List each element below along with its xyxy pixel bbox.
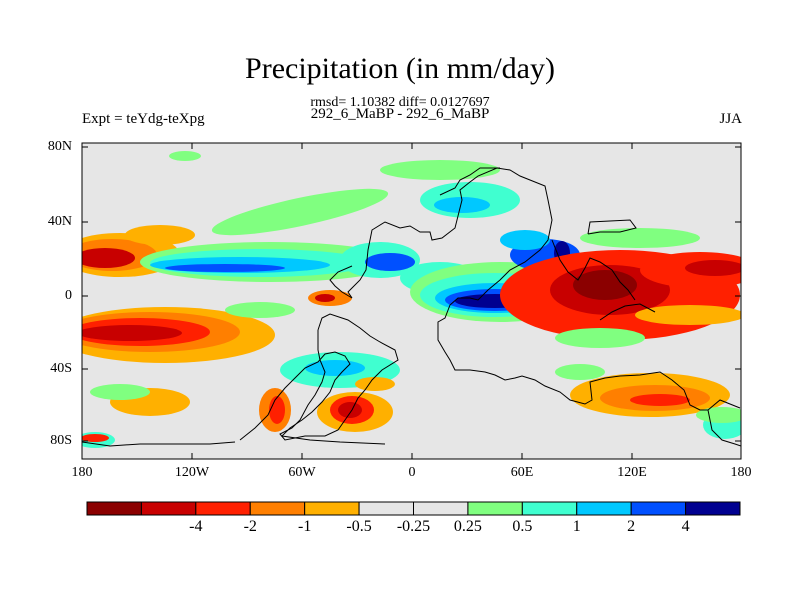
- colorbar-swatch: [249, 501, 306, 516]
- x-tick-label: 120W: [174, 465, 210, 480]
- season-label: JJA: [719, 111, 742, 127]
- coastline-antarctic-arc: [82, 441, 236, 447]
- contour-sa-dry-2-core: [338, 402, 362, 418]
- colorbar-swatch: [140, 501, 197, 516]
- y-tick-label: 80N: [47, 139, 72, 154]
- colorbar-tick-label: -1: [297, 518, 312, 535]
- colorbar-swatch: [195, 501, 251, 516]
- precipitation-contours: [82, 151, 741, 448]
- colorbar-swatch: [413, 501, 469, 516]
- contour-southern-ocean-red: [82, 434, 109, 442]
- contour-nw-pacific-wet: [580, 228, 700, 248]
- contour-atlantic-dry-core: [315, 294, 335, 302]
- colorbar-swatch: [467, 501, 523, 516]
- colorbar-tick-label: -2: [243, 518, 257, 535]
- contour-pacific-ne-dry-core: [685, 260, 741, 276]
- colorbar-tick-label: 0.25: [453, 518, 482, 535]
- colorbar-tick-label: 1: [572, 518, 581, 535]
- contour-sa-dry-1-core: [269, 396, 285, 424]
- coastline-maritime: [599, 303, 656, 321]
- contour-east-pacific-wet-core: [365, 253, 415, 271]
- contour-south-atlantic-wet-core: [305, 360, 365, 376]
- colorbar-swatch: [86, 501, 142, 516]
- period-line: 292_6_MaBP - 292_6_MaBP: [310, 106, 490, 122]
- stats-line: rmsd= 1.10382 diff= 0.0127697: [310, 95, 490, 110]
- continent-outlines: [82, 167, 741, 447]
- coastline-india: [551, 239, 636, 301]
- y-tick-label: 40S: [50, 361, 72, 376]
- contour-india-wet-cyan: [500, 230, 550, 250]
- coastline-central-america: [329, 265, 353, 299]
- y-tick-label: 40N: [47, 214, 72, 229]
- contour-pacific-trop-orange: [635, 305, 741, 325]
- colorbar-tick-label: -4: [189, 518, 203, 535]
- colorbar-tick-label: -0.25: [396, 518, 431, 535]
- x-tick-label: 180: [730, 465, 752, 480]
- colorbar-swatch: [576, 501, 632, 516]
- colorbar-tick-label: -0.5: [346, 518, 372, 535]
- contour-mid-lat-wet-band-2: [380, 160, 500, 180]
- x-tick-label: 0: [408, 465, 416, 480]
- coastline-australia-east: [707, 409, 741, 447]
- coastline-south-america: [279, 313, 399, 441]
- colorbar-swatch: [304, 501, 360, 516]
- contour-pacific-mid-dry: [125, 225, 195, 245]
- contour-south-indian-dry-core: [630, 394, 690, 406]
- experiment-label: Expt = teYdg-teXpg: [82, 111, 205, 127]
- contour-asia-dry-core: [573, 270, 637, 300]
- contour-se-pacific-wet-green: [696, 407, 741, 423]
- contour-mid-lat-wet-band: [211, 188, 389, 236]
- colorbar-swatch: [630, 501, 687, 516]
- colorbar: [86, 501, 741, 516]
- x-tick-label: 120E: [617, 465, 647, 480]
- y-tick-label: 0: [65, 288, 72, 303]
- colorbar-swatch: [521, 501, 578, 516]
- contour-south-pacific-green: [90, 384, 150, 400]
- contour-south-pacific-dry-core: [82, 325, 182, 341]
- coastline-asia-north: [439, 167, 500, 196]
- x-tick-label: 60W: [288, 465, 316, 480]
- colorbar-tick-label: 2: [627, 518, 636, 535]
- y-tick-label: 80S: [50, 433, 72, 448]
- contour-south-ocean-orange: [355, 377, 395, 391]
- colorbar-swatch: [358, 501, 414, 516]
- coastline-asia-box: [587, 219, 637, 235]
- contour-south-indian-wet: [555, 364, 605, 380]
- contour-south-pacific-wet: [225, 302, 295, 318]
- colorbar-tick-label: 4: [681, 518, 690, 535]
- figure-title: Precipitation (in mm/day): [245, 52, 555, 85]
- contour-pacific-wet-core: [165, 264, 285, 272]
- colorbar-tick-label: 0.5: [512, 518, 533, 535]
- axis-ticks: [82, 143, 741, 459]
- contour-north-atlantic-blue: [434, 197, 490, 213]
- x-tick-label: 180: [71, 465, 93, 480]
- coastline-south-america-inner: [239, 351, 386, 445]
- contour-maritime-wet: [555, 328, 645, 348]
- contour-arctic-wet: [169, 151, 201, 161]
- x-tick-label: 60E: [510, 465, 534, 480]
- contour-pacific-nw-dry-core: [82, 248, 135, 268]
- colorbar-swatch: [685, 501, 741, 516]
- coastline-americas-africa: [347, 167, 741, 411]
